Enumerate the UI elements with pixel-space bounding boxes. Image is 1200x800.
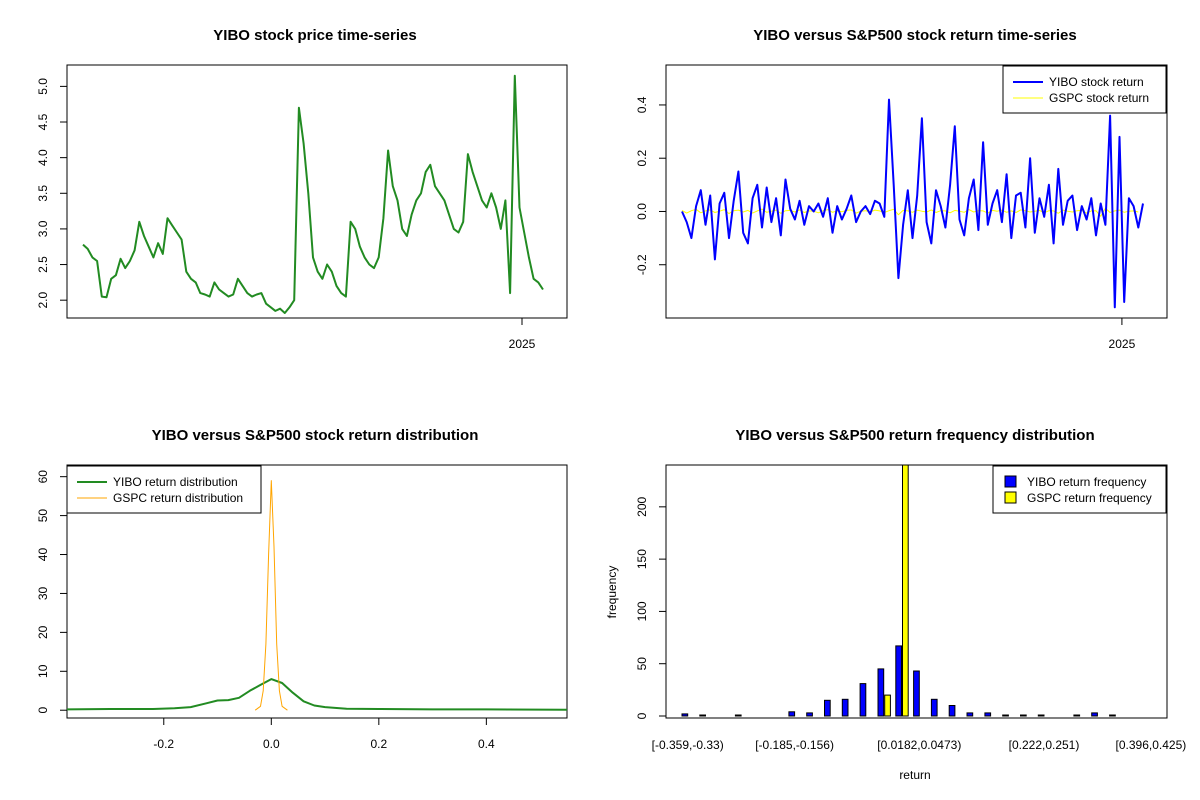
bar-yibo-return-frequency bbox=[824, 699, 831, 717]
plot-frame-frequency bbox=[665, 464, 1168, 719]
p3-y-tick-label: 10 bbox=[36, 664, 50, 678]
panel-return-frequency: YIBO versus S&P500 return frequency dist… bbox=[605, 427, 1186, 782]
plot-frame-price bbox=[66, 64, 568, 319]
p3-y-tick-label: 30 bbox=[36, 586, 50, 600]
p4-y-tick-label: 50 bbox=[635, 657, 649, 671]
p3-y-tick-label: 0 bbox=[36, 707, 50, 714]
p1-y-tick-label: 2.5 bbox=[36, 256, 50, 273]
bar-yibo-return-frequency bbox=[1020, 714, 1027, 717]
p1-y-tick-label: 2.0 bbox=[36, 292, 50, 309]
p3-y-tick-label: 50 bbox=[36, 509, 50, 523]
legend-box bbox=[66, 465, 262, 514]
x-tick-label: [0.222,0.251) bbox=[1009, 738, 1080, 752]
p4-y-tick-label: 100 bbox=[635, 601, 649, 621]
x-tick-label: 2025 bbox=[1109, 337, 1136, 351]
bar-yibo-return-frequency bbox=[734, 714, 742, 717]
bar-yibo-return-frequency bbox=[841, 698, 849, 717]
p3-y-tick-label: 40 bbox=[36, 548, 50, 562]
density-line-yibo-return-distribution bbox=[66, 678, 568, 711]
legend-swatch-yibo bbox=[1004, 475, 1017, 488]
chart-title-returns: YIBO versus S&P500 stock return time-ser… bbox=[753, 27, 1076, 44]
x-tick-label: [0.396,0.425) bbox=[1116, 738, 1187, 752]
x-tick-label: [-0.185,-0.156) bbox=[755, 738, 834, 752]
p3-y-tick-label: 20 bbox=[36, 625, 50, 639]
p2-y-tick-label: 0.4 bbox=[635, 96, 649, 113]
x-tick-label: -0.2 bbox=[153, 737, 174, 751]
legend-label-gspc: GSPC return distribution bbox=[113, 491, 243, 505]
bar-yibo-return-frequency bbox=[699, 714, 706, 717]
legend-label-yibo: YIBO return frequency bbox=[1027, 475, 1146, 489]
p3-y-tick-label: 60 bbox=[36, 470, 50, 484]
bar-yibo-return-frequency bbox=[1073, 714, 1081, 717]
legend-label-gspc: GSPC stock return bbox=[1049, 91, 1149, 105]
legend-label-yibo: YIBO return distribution bbox=[113, 475, 238, 489]
density-line-gspc-return-distribution bbox=[254, 480, 288, 711]
panel-price-timeseries: YIBO stock price time-series 2.0 2.5 3.0 3.… bbox=[36, 27, 568, 351]
bar-yibo-return-frequency bbox=[895, 645, 902, 717]
bar-yibo-return-frequency bbox=[930, 698, 938, 717]
bar-yibo-return-frequency bbox=[1002, 714, 1009, 717]
panel-return-timeseries: YIBO versus S&P500 stock return time-ser… bbox=[635, 27, 1168, 351]
p2-y-tick-label: -0.2 bbox=[635, 254, 649, 275]
y-axis-label: frequency bbox=[605, 566, 619, 619]
x-tick-label: [0.0182,0.0473) bbox=[877, 738, 961, 752]
bar-gspc-return-frequency bbox=[884, 694, 891, 717]
legend-box bbox=[992, 465, 1167, 514]
p1-y-tick-label: 3.0 bbox=[36, 220, 50, 237]
legend-box bbox=[1002, 65, 1167, 114]
x-tick-label: 2025 bbox=[509, 337, 536, 351]
p4-y-tick-label: 150 bbox=[635, 549, 649, 569]
p2-y-tick-label: 0.0 bbox=[635, 203, 649, 220]
x-tick-label: [-0.359,-0.33) bbox=[652, 738, 724, 752]
panel-return-density: YIBO versus S&P500 stock return distribu… bbox=[36, 427, 568, 751]
bar-yibo-return-frequency bbox=[1037, 714, 1045, 717]
plot-frame-returns bbox=[665, 64, 1168, 319]
chart-title-density: YIBO versus S&P500 stock return distribu… bbox=[152, 427, 479, 444]
p1-y-tick-label: 3.5 bbox=[36, 185, 50, 202]
legend-returns: YIBO stock return GSPC stock return bbox=[1002, 65, 1167, 114]
series-line-yibo bbox=[82, 74, 544, 314]
bar-yibo-return-frequency bbox=[1109, 714, 1116, 717]
p1-y-tick-label: 4.0 bbox=[36, 149, 50, 166]
bar-gspc-return-frequency bbox=[902, 464, 909, 717]
bar-yibo-return-frequency bbox=[681, 713, 689, 717]
p2-y-tick-label: 0.2 bbox=[635, 150, 649, 167]
bar-yibo-return-frequency bbox=[806, 712, 813, 717]
legend-frequency: YIBO return frequency GSPC return freque… bbox=[992, 465, 1167, 514]
chart-title-frequency: YIBO versus S&P500 return frequency dist… bbox=[735, 427, 1094, 444]
bar-yibo-return-frequency bbox=[788, 711, 796, 717]
series-line-yibo-stock-return bbox=[681, 98, 1144, 309]
x-tick-label: 0.0 bbox=[263, 737, 280, 751]
x-tick-label: 0.4 bbox=[478, 737, 495, 751]
x-tick-label: 0.2 bbox=[370, 737, 387, 751]
p1-y-tick-label: 4.5 bbox=[36, 113, 50, 130]
legend-label-gspc: GSPC return frequency bbox=[1027, 491, 1152, 505]
bar-yibo-return-frequency bbox=[877, 668, 885, 717]
bar-yibo-return-frequency bbox=[966, 712, 974, 717]
p1-y-tick-label: 5.0 bbox=[36, 78, 50, 95]
legend-swatch-gspc bbox=[1004, 491, 1017, 504]
bar-yibo-return-frequency bbox=[948, 705, 956, 717]
bar-yibo-return-frequency bbox=[859, 683, 867, 717]
x-axis-label: return bbox=[899, 768, 930, 782]
p4-y-tick-label: 0 bbox=[635, 712, 649, 719]
bar-yibo-return-frequency bbox=[913, 670, 920, 717]
legend-density: YIBO return distribution GSPC return dis… bbox=[66, 465, 262, 514]
legend-label-yibo: YIBO stock return bbox=[1049, 75, 1144, 89]
plot-frame-density bbox=[66, 464, 568, 719]
bar-yibo-return-frequency bbox=[984, 712, 992, 717]
chart-title-price: YIBO stock price time-series bbox=[213, 27, 416, 44]
bar-yibo-return-frequency bbox=[1091, 712, 1098, 717]
p4-y-tick-label: 200 bbox=[635, 497, 649, 517]
